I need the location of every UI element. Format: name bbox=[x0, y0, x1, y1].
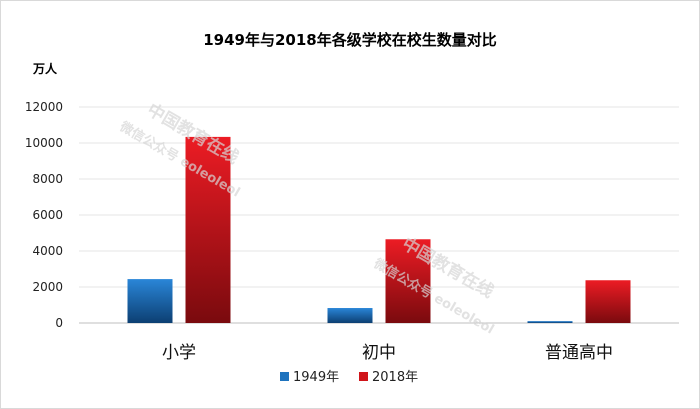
x-tick-label: 普通高中 bbox=[545, 343, 613, 363]
y-tick-label: 0 bbox=[55, 316, 63, 330]
bar-series1 bbox=[127, 279, 173, 323]
y-tick-label: 2000 bbox=[32, 280, 63, 294]
y-tick-label: 12000 bbox=[25, 100, 63, 114]
y-axis-unit: 万人 bbox=[32, 61, 58, 76]
legend-swatch bbox=[359, 372, 368, 381]
legend-label: 1949年 bbox=[293, 370, 339, 385]
chart-title: 1949年与2018年各级学校在校生数量对比 bbox=[203, 31, 497, 49]
bar-series2 bbox=[385, 239, 431, 323]
legend-swatch bbox=[280, 372, 289, 381]
bars bbox=[127, 136, 631, 323]
legend: 1949年 2018年 bbox=[280, 370, 418, 385]
legend-label: 2018年 bbox=[372, 370, 418, 385]
y-tick-label: 8000 bbox=[32, 172, 63, 186]
bar-series2 bbox=[585, 280, 631, 323]
bar-series2 bbox=[185, 136, 231, 323]
bar-series1 bbox=[527, 321, 573, 323]
x-axis-ticks: 小学 初中 普通高中 bbox=[162, 343, 613, 363]
y-tick-label: 6000 bbox=[32, 208, 63, 222]
gridlines bbox=[79, 106, 679, 324]
x-tick-label: 小学 bbox=[162, 343, 196, 363]
x-tick-label: 初中 bbox=[362, 343, 396, 363]
watermark: 中国教育在线 微信公众号 eoleoleol 中国教育在线 微信公众号 eole… bbox=[116, 99, 497, 337]
bar-series1 bbox=[327, 308, 373, 323]
y-axis-ticks: 0 2000 4000 6000 8000 10000 12000 bbox=[25, 100, 63, 330]
y-tick-label: 4000 bbox=[32, 244, 63, 258]
y-tick-label: 10000 bbox=[25, 136, 63, 150]
